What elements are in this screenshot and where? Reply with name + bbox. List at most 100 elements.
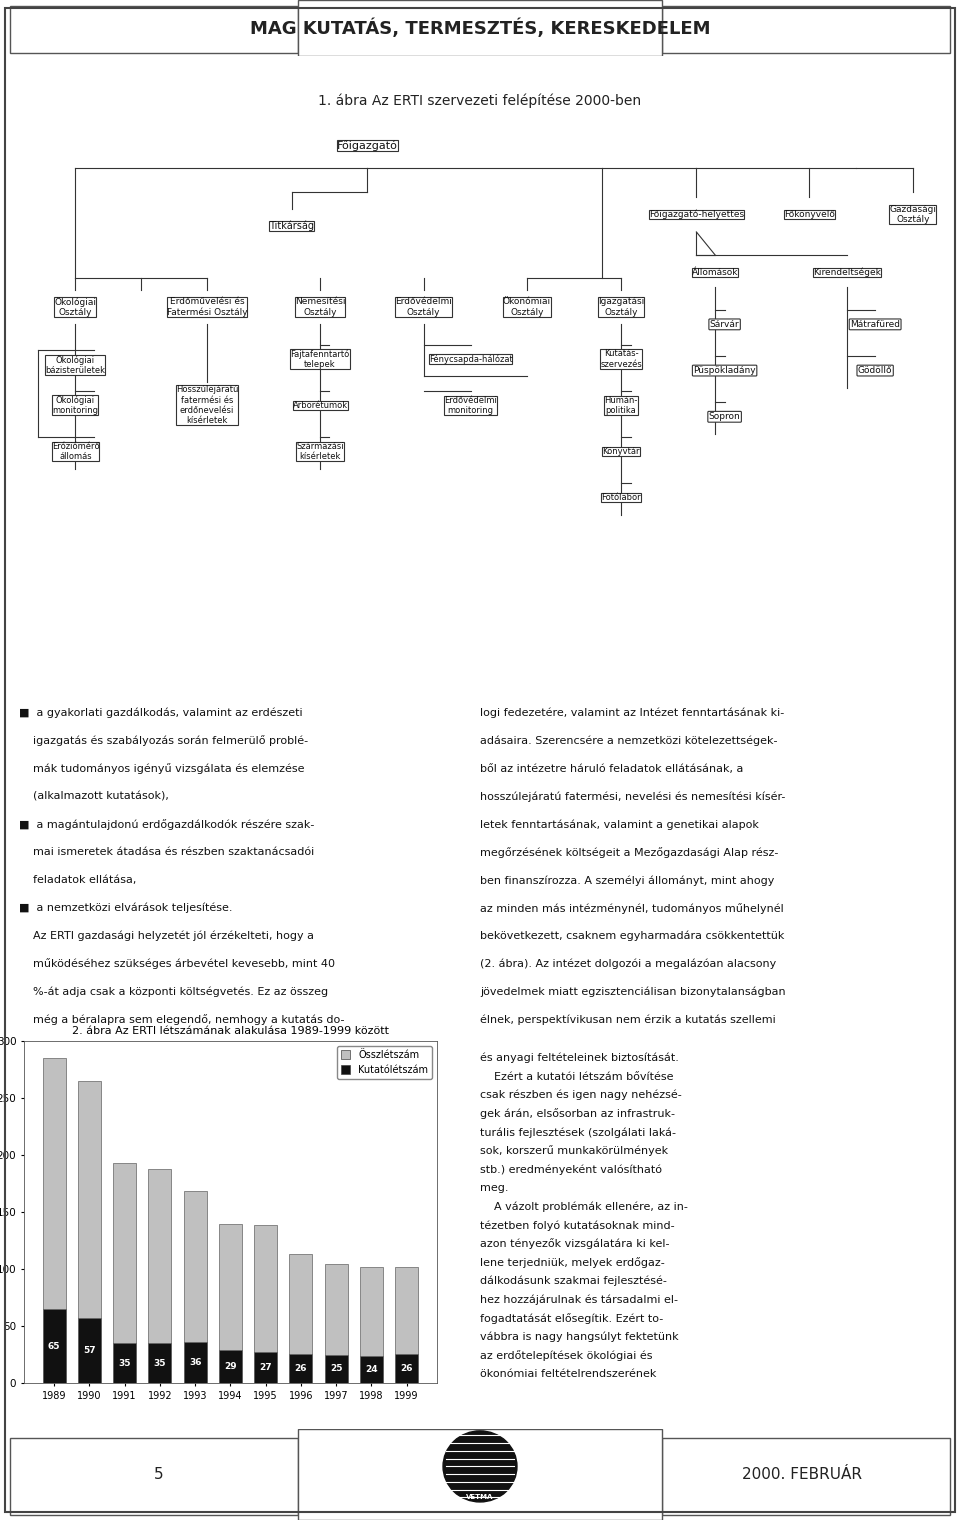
Text: Sárvár: Sárvár (709, 319, 739, 328)
Text: az erdőtelepítések ökológiai és: az erdőtelepítések ökológiai és (480, 1350, 653, 1360)
Text: mai ismeretek átadása és részben szaktanácsadói: mai ismeretek átadása és részben szaktan… (19, 848, 315, 857)
Title: 2. ábra Az ERTI létszámának alakulása 1989-1999 között: 2. ábra Az ERTI létszámának alakulása 19… (72, 1026, 389, 1037)
Text: 24: 24 (365, 1365, 377, 1374)
Text: ből az intézetre háruló feladatok ellátásának, a: ből az intézetre háruló feladatok ellátá… (480, 765, 743, 774)
Ellipse shape (443, 1430, 516, 1502)
Bar (254, 1353, 277, 1383)
Bar (219, 1350, 242, 1383)
Bar (78, 1081, 101, 1318)
Text: ■  a nemzetközi elvárások teljesítése.: ■ a nemzetközi elvárások teljesítése. (19, 903, 232, 914)
Text: élnek, perspektívikusan nem érzik a kutatás szellemi: élnek, perspektívikusan nem érzik a kuta… (480, 1014, 776, 1024)
Text: sok, korszerű munkakörülmények: sok, korszerű munkakörülmények (480, 1146, 668, 1157)
Text: logi fedezetére, valamint az Intézet fenntartásának ki-: logi fedezetére, valamint az Intézet fen… (480, 708, 784, 719)
Bar (113, 1344, 136, 1383)
Text: stb.) eredményeként valósítható: stb.) eredményeként valósítható (480, 1164, 662, 1175)
Text: hosszúlejáratú fatermési, nevelési és nemesítési kísér-: hosszúlejáratú fatermési, nevelési és ne… (480, 792, 785, 803)
Text: vábbra is nagy hangsúlyt fektetünk: vábbra is nagy hangsúlyt fektetünk (480, 1332, 679, 1342)
Text: MAG KUTATÁS, TERMESZTÉS, KERESKEDELEM: MAG KUTATÁS, TERMESZTÉS, KERESKEDELEM (250, 18, 710, 38)
Bar (360, 1356, 383, 1383)
Text: csak részben és igen nagy nehézsé-: csak részben és igen nagy nehézsé- (480, 1090, 682, 1100)
Bar (149, 1344, 172, 1383)
Text: Ökológiai
Osztály: Ökológiai Osztály (55, 296, 96, 318)
Bar (183, 1190, 206, 1342)
Text: Származási
kísérletek: Származási kísérletek (297, 442, 344, 461)
Text: ■  a magántulajdonú erdőgazdálkodók részére szak-: ■ a magántulajdonú erdőgazdálkodók részé… (19, 819, 315, 830)
Text: Ökológiai
monitoring: Ökológiai monitoring (53, 395, 99, 415)
Bar (149, 1169, 172, 1344)
Text: az minden más intézménynél, tudományos műhelynél: az minden más intézménynél, tudományos m… (480, 903, 783, 914)
Text: Eróziómérő
állomás: Eróziómérő állomás (52, 442, 99, 461)
Text: 27: 27 (259, 1363, 272, 1373)
Text: (alkalmazott kutatások),: (alkalmazott kutatások), (19, 792, 169, 801)
Text: 65: 65 (48, 1342, 60, 1351)
Text: Fotólabor: Fotólabor (601, 492, 641, 502)
Text: letek fenntartásának, valamint a genetikai alapok: letek fenntartásának, valamint a genetik… (480, 819, 758, 830)
Text: Erdővédelmi
monitoring: Erdővédelmi monitoring (444, 395, 497, 415)
Text: lene terjedniük, melyek erdőgaz-: lene terjedniük, melyek erdőgaz- (480, 1257, 664, 1268)
Text: feladatok ellátása,: feladatok ellátása, (19, 876, 136, 885)
Text: Ökológiai
bázisterületek: Ökológiai bázisterületek (45, 354, 106, 375)
Text: működéséhez szükséges árbevétel kevesebb, mint 40: működéséhez szükséges árbevétel kevesebb… (19, 959, 335, 970)
Bar (254, 1225, 277, 1353)
Text: Gazdasági
Osztály: Gazdasági Osztály (889, 205, 936, 225)
Text: Főigazgató-helyettes: Főigazgató-helyettes (649, 210, 744, 219)
Text: igazgatás és szabályozás során felmerülő problé-: igazgatás és szabályozás során felmerülő… (19, 736, 308, 746)
Text: fogadtatását elősegítik. Ezért to-: fogadtatását elősegítik. Ezért to- (480, 1313, 663, 1324)
Text: Az ERTI gazdasági helyzetét jól érzékelteti, hogy a: Az ERTI gazdasági helyzetét jól érzékelt… (19, 930, 314, 941)
Text: 29: 29 (224, 1362, 237, 1371)
Text: VETMA: VETMA (467, 1494, 493, 1500)
Text: még a béralapra sem elegendő, nemhogy a kutatás do-: még a béralapra sem elegendő, nemhogy a … (19, 1014, 345, 1024)
Bar (324, 1354, 348, 1383)
Text: és anyagi feltételeinek biztosítását.: és anyagi feltételeinek biztosítását. (480, 1053, 679, 1064)
Text: 35: 35 (154, 1359, 166, 1368)
Text: 36: 36 (189, 1359, 202, 1366)
Bar (78, 1318, 101, 1383)
Text: 2000. FEBRUÁR: 2000. FEBRUÁR (741, 1467, 861, 1482)
Text: Állomások: Állomások (692, 268, 738, 277)
Bar (396, 1353, 418, 1383)
Text: Ökonómiai
Osztály: Ökonómiai Osztály (503, 298, 551, 316)
Text: Könyvtár: Könyvtár (602, 447, 640, 456)
Text: Gödöllő: Gödöllő (858, 366, 893, 375)
Bar (396, 1268, 418, 1353)
Text: azon tényezők vizsgálatára ki kel-: azon tényezők vizsgálatára ki kel- (480, 1239, 669, 1249)
Text: Arborétumok: Arborétumok (293, 401, 348, 410)
Bar (43, 1058, 65, 1309)
Bar (324, 1263, 348, 1354)
Text: ökonómiai feltételrendszerének: ökonómiai feltételrendszerének (480, 1370, 657, 1379)
Text: jövedelmek miatt egzisztenciálisan bizonytalanságban: jövedelmek miatt egzisztenciálisan bizon… (480, 986, 785, 997)
Text: 35: 35 (118, 1359, 131, 1368)
Text: Erdőművelési és
Fatermési Osztály: Erdőművelési és Fatermési Osztály (167, 296, 248, 318)
Bar (113, 1163, 136, 1344)
Text: bekövetkezett, csaknem egyharmadára csökkentettük: bekövetkezett, csaknem egyharmadára csök… (480, 930, 784, 941)
Text: 25: 25 (330, 1365, 343, 1374)
Bar (298, 1429, 662, 1520)
Text: Igazgatási
Osztály: Igazgatási Osztály (598, 298, 644, 316)
Bar (219, 1224, 242, 1350)
Text: Ezért a kutatói létszám bővítése: Ezért a kutatói létszám bővítése (480, 1072, 674, 1082)
Text: Humán-
politika: Humán- politika (605, 395, 637, 415)
Text: Nemesítési
Osztály: Nemesítési Osztály (295, 298, 346, 316)
Bar (10, 1438, 298, 1515)
Bar (662, 1438, 950, 1515)
Text: megőrzésének költségeit a Mezőgazdasági Alap rész-: megőrzésének költségeit a Mezőgazdasági … (480, 847, 779, 857)
Text: Titkárság: Titkárság (270, 220, 314, 231)
Bar (289, 1353, 312, 1383)
Text: gek árán, elsősorban az infrastruk-: gek árán, elsősorban az infrastruk- (480, 1108, 675, 1119)
Text: Fénycsapda-hálózat: Fénycsapda-hálózat (429, 354, 513, 363)
Bar (662, 6, 950, 53)
Legend: Összlétszám, Kutatólétszám: Összlétszám, Kutatólétszám (337, 1046, 432, 1079)
Text: adásaira. Szerencsére a nemzetközi kötelezettségek-: adásaira. Szerencsére a nemzetközi kötel… (480, 736, 778, 746)
Text: (2. ábra). Az intézet dolgozói a megalázóan alacsony: (2. ábra). Az intézet dolgozói a megaláz… (480, 959, 777, 970)
Text: 26: 26 (400, 1363, 413, 1373)
Text: %-át adja csak a központi költségvetés. Ez az összeg: %-át adja csak a központi költségvetés. … (19, 986, 328, 997)
Text: Kutatás-
szervezés: Kutatás- szervezés (600, 350, 642, 369)
Bar (360, 1268, 383, 1356)
Text: mák tudományos igényű vizsgálata és elemzése: mák tudományos igényű vizsgálata és elem… (19, 763, 304, 774)
Text: meg.: meg. (480, 1183, 509, 1193)
Text: Hosszúlejáratú
fatermési és
erdőnevelési
kísérletek: Hosszúlejáratú fatermési és erdőnevelési… (176, 385, 238, 426)
Text: Sopron: Sopron (708, 412, 740, 421)
Text: ■  a gyakorlati gazdálkodás, valamint az erdészeti: ■ a gyakorlati gazdálkodás, valamint az … (19, 708, 302, 719)
Bar (10, 6, 298, 53)
Text: Püspökladány: Püspökladány (693, 366, 756, 375)
